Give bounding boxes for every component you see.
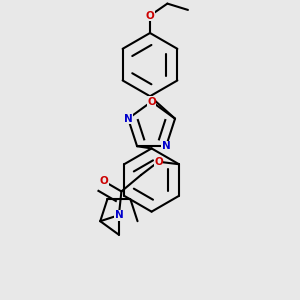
Text: O: O <box>147 97 156 106</box>
Text: N: N <box>115 210 123 220</box>
Text: N: N <box>124 114 133 124</box>
Text: O: O <box>146 11 154 21</box>
Text: O: O <box>100 176 108 186</box>
Text: O: O <box>154 157 163 167</box>
Text: N: N <box>162 141 170 151</box>
